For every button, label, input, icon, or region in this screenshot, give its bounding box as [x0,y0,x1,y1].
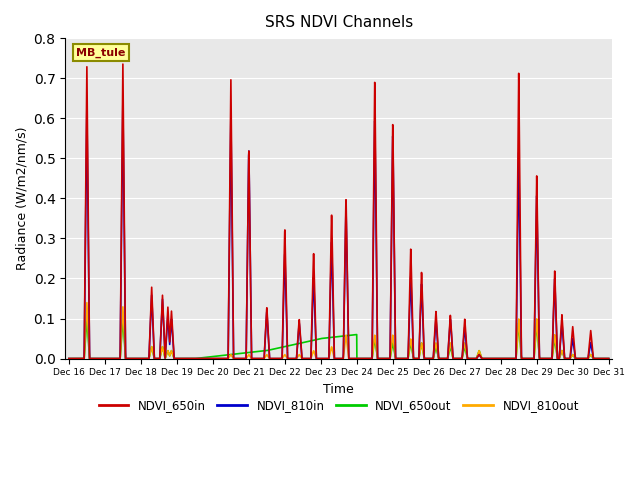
Line: NDVI_810in: NDVI_810in [69,100,609,359]
NDVI_650in [536,356,544,361]
NDVI_810in [536,356,544,361]
NDVI_650out [159,345,166,350]
NDVI_650out [595,356,602,361]
Text: MB_tule: MB_tule [76,48,125,58]
NDVI_650in [272,356,280,361]
NDVI_810in [605,356,612,361]
NDVI_810out [65,356,73,361]
NDVI_810in [272,356,280,361]
NDVI_650out [272,346,280,351]
X-axis label: Time: Time [323,383,354,396]
Line: NDVI_650in: NDVI_650in [69,64,609,359]
Legend: NDVI_650in, NDVI_810in, NDVI_650out, NDVI_810out: NDVI_650in, NDVI_810in, NDVI_650out, NDV… [94,395,584,417]
NDVI_810out [127,356,134,361]
NDVI_650in [595,356,602,361]
NDVI_650out [127,356,134,361]
NDVI_650in [119,61,127,67]
Y-axis label: Radiance (W/m2/nm/s): Radiance (W/m2/nm/s) [15,127,28,270]
NDVI_810out [272,356,280,361]
NDVI_650in [296,320,303,325]
NDVI_650in [65,356,73,361]
NDVI_650out [536,356,544,361]
NDVI_650out [65,356,73,361]
NDVI_650in [159,297,166,302]
NDVI_810in [595,356,602,361]
NDVI_810out [595,356,602,361]
NDVI_810in [296,323,303,329]
NDVI_810in [65,356,73,361]
NDVI_810out [536,356,544,361]
Line: NDVI_650out: NDVI_650out [69,319,609,359]
NDVI_650out [296,340,303,346]
NDVI_810out [296,352,303,358]
Title: SRS NDVI Channels: SRS NDVI Channels [265,15,413,30]
NDVI_810in [159,300,166,306]
NDVI_810in [127,356,134,361]
NDVI_810out [159,345,166,350]
NDVI_650out [605,356,612,361]
NDVI_810out [83,300,91,305]
Line: NDVI_810out: NDVI_810out [69,302,609,359]
NDVI_650in [605,356,612,361]
NDVI_650out [83,316,91,322]
NDVI_810out [605,356,612,361]
NDVI_810in [119,97,127,103]
NDVI_650in [127,356,134,361]
